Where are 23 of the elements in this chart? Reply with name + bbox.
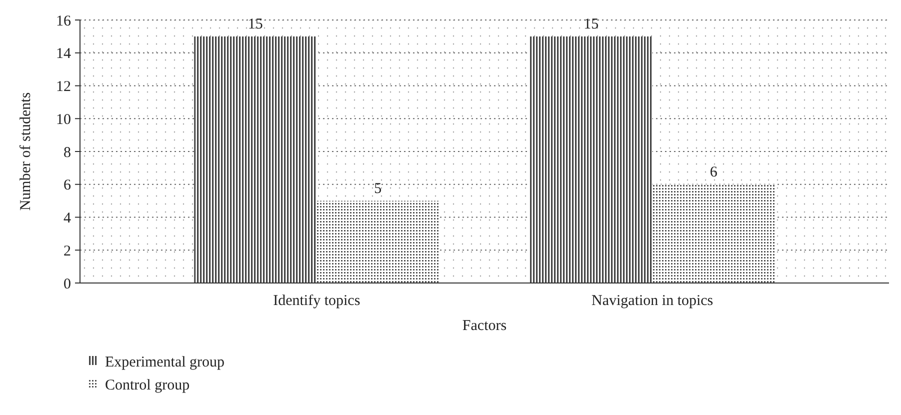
y-axis-title: Number of students [18, 92, 34, 211]
legend-label: Control group [105, 377, 190, 394]
bar [316, 200, 440, 283]
x-axis-title: Factors [462, 318, 507, 334]
bar [530, 36, 652, 283]
bar [652, 184, 775, 283]
data-label: 5 [374, 180, 382, 197]
y-tick-label: 14 [56, 46, 72, 62]
data-label: 15 [584, 16, 599, 32]
y-tick-label: 12 [56, 79, 71, 95]
bar [194, 36, 317, 283]
y-tick-label: 2 [64, 243, 71, 260]
x-tick-label: Identify topics [273, 293, 360, 309]
y-tick-label: 6 [64, 178, 72, 194]
data-label: 15 [248, 16, 263, 32]
y-tick-label: 8 [64, 144, 71, 161]
x-tick-label: Navigation in topics [592, 293, 714, 309]
y-tick-label: 10 [56, 112, 71, 128]
y-tick-label: 16 [56, 13, 72, 30]
legend-label: Experimental group [105, 354, 225, 370]
y-tick-label: 0 [64, 276, 71, 292]
y-tick-label: 4 [64, 210, 72, 226]
data-label: 6 [710, 164, 718, 180]
